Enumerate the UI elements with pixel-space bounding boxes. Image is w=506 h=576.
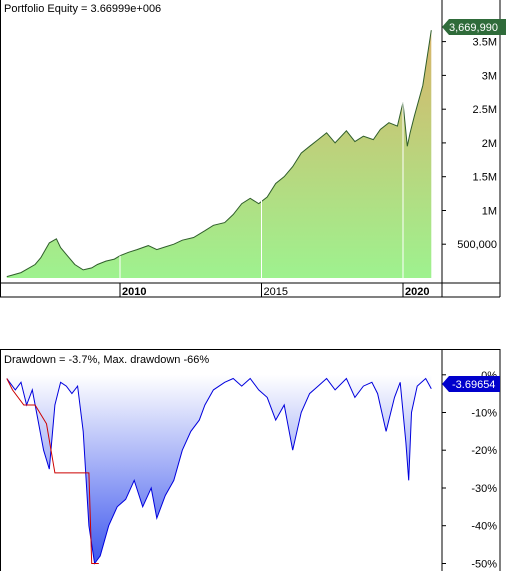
drawdown-y-tick-label: -10% <box>471 408 497 420</box>
equity-area <box>6 30 432 279</box>
drawdown-value-tag: -3.69654 <box>442 376 500 392</box>
drawdown-area <box>6 374 432 564</box>
equity-y-tick-label: 1.5M <box>473 172 497 184</box>
equity-y-tick-label: 3M <box>482 70 497 82</box>
drawdown-value-tag-bg <box>442 376 500 392</box>
equity-title: Portfolio Equity = 3.66999e+006 <box>4 3 161 15</box>
equity-value-tag-bg <box>442 19 506 35</box>
equity-y-tick-label: 3.5M <box>473 37 497 49</box>
equity-y-tick-label: 2M <box>482 138 497 150</box>
drawdown-value-tag-text: -3.69654 <box>452 379 495 391</box>
equity-gap-lines <box>119 102 404 278</box>
equity-value-tag: 3,669,990 <box>442 19 506 35</box>
equity-y-tick-label: 500,000 <box>457 239 497 251</box>
equity-x-ticks: 2010 2015 2020 <box>119 283 429 298</box>
drawdown-y-tick-label: -20% <box>471 445 497 457</box>
drawdown-y-tick-label: -40% <box>471 521 497 533</box>
equity-value-tag-text: 3,669,990 <box>449 22 498 34</box>
drawdown-y-tick-label: -30% <box>471 483 497 495</box>
equity-y-tick-label: 1M <box>482 206 497 218</box>
drawdown-y-tick-label: -50% <box>471 559 497 571</box>
drawdown-line <box>6 377 432 565</box>
equity-y-ticks: 3.5M 3M 2.5M 2M 1.5M 1M 500,000 <box>442 37 497 251</box>
max-drawdown-line <box>6 378 99 564</box>
equity-x-tick-label: 2015 <box>264 286 288 298</box>
equity-x-tick-label: 2010 <box>122 286 146 298</box>
equity-y-tick-label: 2.5M <box>473 104 497 116</box>
drawdown-panel: 0%-10%-20%-30%-40%-50% Drawdown = -3.7%,… <box>0 349 501 571</box>
equity-panel: 3.5M 3M 2.5M 2M 1.5M 1M 500,000 2010 2015 2020 P… <box>0 0 506 298</box>
drawdown-title: Drawdown = -3.7%, Max. drawdown -66% <box>4 354 209 366</box>
equity-line <box>6 30 432 278</box>
equity-x-tick-label: 2020 <box>405 286 429 298</box>
